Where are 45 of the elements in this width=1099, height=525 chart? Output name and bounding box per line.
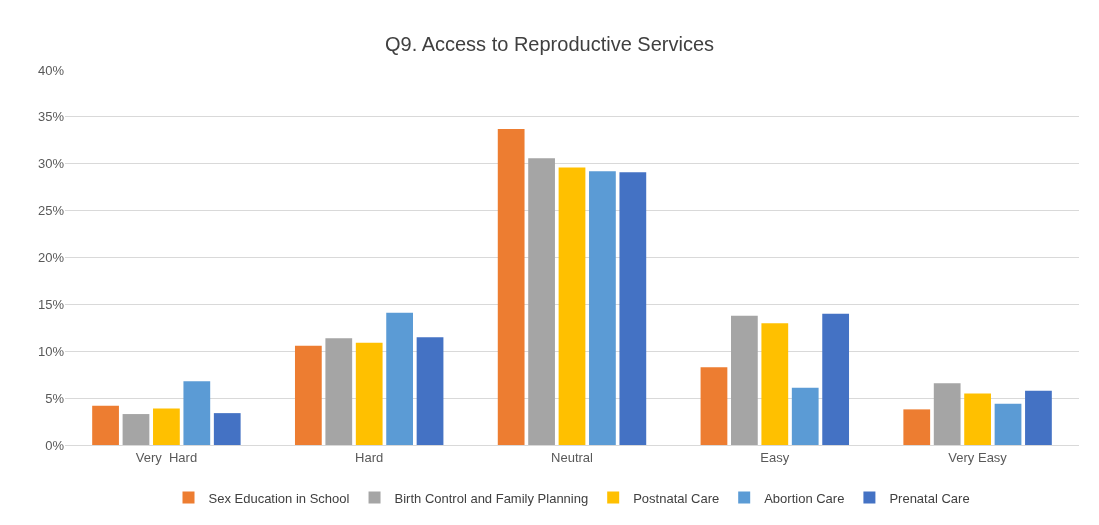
bar	[558, 167, 586, 445]
bar	[761, 323, 789, 445]
y-tick-label: 5%	[45, 390, 65, 406]
legend-label: Postnatal Care	[633, 490, 720, 506]
y-tick-label: 10%	[37, 343, 65, 359]
bar	[325, 338, 353, 445]
x-tick-label: Very Easy	[948, 449, 1008, 465]
bar	[416, 337, 444, 445]
y-tick-label: 15%	[37, 296, 65, 312]
legend-label: Abortion Care	[764, 490, 845, 506]
y-tick-label: 30%	[37, 156, 65, 172]
bar	[183, 381, 211, 445]
bar	[386, 312, 413, 445]
bar	[731, 315, 758, 445]
bar	[1025, 390, 1052, 445]
bar	[497, 129, 525, 445]
bar	[153, 408, 180, 445]
bar	[791, 387, 819, 445]
y-tick-label: 40%	[37, 62, 65, 78]
bar	[122, 414, 150, 445]
x-tick-label: Hard	[355, 449, 384, 465]
y-tick-label: 20%	[37, 250, 65, 266]
legend-label: Birth Control and Family Planning	[394, 490, 589, 506]
chart-title: Q9. Access to Reproductive Services	[384, 32, 715, 55]
bar	[213, 413, 241, 445]
bar	[700, 367, 728, 445]
bar	[92, 405, 119, 445]
bar	[933, 383, 961, 445]
x-tick-label: Neutral	[551, 449, 594, 465]
bar	[619, 172, 647, 445]
legend-label: Prenatal Care	[889, 490, 970, 506]
bar	[355, 342, 383, 445]
legend-label: Sex Education in School	[208, 490, 350, 506]
bar	[528, 158, 555, 445]
bar	[822, 313, 850, 445]
bar	[589, 171, 616, 445]
y-tick-label: 25%	[37, 203, 65, 219]
y-tick-label: 0%	[45, 437, 65, 453]
x-tick-label: Easy	[760, 449, 790, 465]
x-tick-label: Very Hard	[135, 449, 198, 465]
bar	[903, 409, 931, 445]
y-tick-label: 35%	[37, 109, 65, 125]
bar	[294, 345, 322, 445]
bar	[994, 403, 1022, 445]
bar	[964, 393, 991, 445]
